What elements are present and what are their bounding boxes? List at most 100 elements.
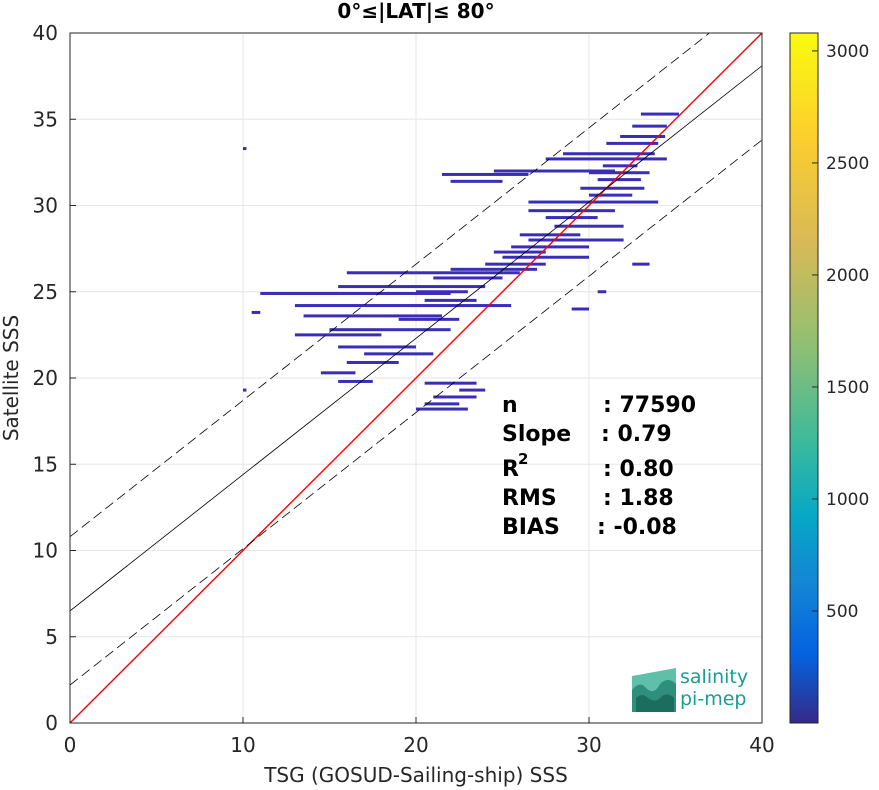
stat-rms-value: : 1.88 <box>603 486 674 511</box>
colorbar-tick-label: 500 <box>826 602 858 622</box>
colorbar-tick-label: 1000 <box>826 490 869 510</box>
density-segment <box>424 298 477 302</box>
y-tick-label: 35 <box>33 107 58 131</box>
density-segment <box>554 224 624 228</box>
y-tick-label: 40 <box>33 21 58 45</box>
density-segment <box>602 164 638 168</box>
density-segment <box>303 314 442 318</box>
x-tick-label: 10 <box>230 733 255 757</box>
density-segment <box>571 307 589 311</box>
density-segment <box>294 333 382 337</box>
x-tick-label: 20 <box>403 733 428 757</box>
line-fit- <box>70 139 762 686</box>
y-tick-label: 0 <box>45 711 58 735</box>
x-tick-label: 40 <box>749 733 774 757</box>
chart-title: 0°≤|LAT|≤ 80° <box>337 0 494 23</box>
stat-n-label: n <box>502 393 518 418</box>
density-segment <box>251 310 261 314</box>
stat-slope-label: Slope <box>502 422 571 447</box>
density-segment <box>450 267 538 271</box>
y-tick-label: 30 <box>33 194 58 218</box>
x-axis-label: TSG (GOSUD-Sailing-ship) SSS <box>263 763 568 787</box>
density-segment <box>493 250 546 254</box>
stats-annotation: n : 77590 Slope : 0.79 R 2 : 0.80 RMS : … <box>502 393 696 540</box>
stat-rms-label: RMS <box>502 486 557 511</box>
salinity-pimep-logo: salinity pi-mep <box>632 666 748 712</box>
x-tick-labels: 0 10 20 30 40 <box>64 717 775 757</box>
density-segment <box>320 371 356 375</box>
density-segment <box>545 157 667 161</box>
density-segment <box>519 233 581 237</box>
logo-wave-icon-3 <box>636 694 674 712</box>
logo-line2: pi-mep <box>680 688 746 710</box>
density-segment <box>243 388 247 392</box>
density-segment <box>433 395 477 399</box>
density-segment <box>511 245 589 249</box>
colorbar-tick-label: 2500 <box>826 154 869 174</box>
y-tick-label: 10 <box>33 539 58 563</box>
x-tick-label: 0 <box>64 733 77 757</box>
density-segment <box>580 186 645 190</box>
x-tick-label: 30 <box>576 733 601 757</box>
density-segment <box>416 290 468 294</box>
density-segment <box>502 255 589 259</box>
logo-line1: salinity <box>680 666 748 688</box>
density-segment <box>416 407 468 411</box>
colorbar-tick-label: 3000 <box>826 42 869 62</box>
density-segment <box>243 147 247 151</box>
density-segment <box>632 124 667 128</box>
density-segment <box>589 193 633 197</box>
density-segment <box>424 402 460 406</box>
density-segment <box>346 271 520 275</box>
density-segment <box>597 178 641 182</box>
colorbar-tick-label: 1500 <box>826 378 869 398</box>
density-segment <box>589 171 650 175</box>
density-segment <box>338 285 486 289</box>
line-fit <box>70 65 762 612</box>
density-segment <box>424 381 477 385</box>
density-segment <box>329 328 451 332</box>
density-segment <box>398 317 460 321</box>
y-tick-label: 20 <box>33 366 58 390</box>
stat-r2-value: : 0.80 <box>603 457 674 482</box>
density-segment <box>364 352 434 356</box>
density-segment <box>528 209 615 213</box>
density-segment <box>459 388 486 392</box>
stat-bias-label: BIAS <box>502 515 560 540</box>
stat-r2-label: R <box>502 457 519 482</box>
density-segment <box>338 345 416 349</box>
y-axis-label: Satellite SSS <box>0 315 23 441</box>
density-segment <box>528 238 624 242</box>
line-1:1 <box>70 33 762 723</box>
density-segment <box>338 379 373 383</box>
colorbar-tick-label: 2000 <box>826 266 869 286</box>
density-segment <box>606 141 659 145</box>
density-segment <box>294 304 512 308</box>
density-segment <box>441 172 529 176</box>
density-segment <box>632 262 650 266</box>
y-tick-label: 5 <box>45 625 58 649</box>
density-segment <box>597 290 607 294</box>
y-tick-labels: 0 5 10 15 20 25 30 35 40 <box>33 21 76 735</box>
density-segment <box>485 262 546 266</box>
y-tick-label: 25 <box>33 280 58 304</box>
line-fit+ <box>70 33 711 538</box>
density-segment <box>620 135 666 138</box>
density-segment <box>640 112 679 116</box>
colorbar-tick-labels: 500 1000 1500 2000 2500 3000 <box>812 42 869 622</box>
density-segment <box>493 169 615 173</box>
stat-bias-value: : -0.08 <box>597 515 677 540</box>
colorbar <box>789 32 819 724</box>
regression-lines <box>70 33 762 723</box>
density-segment <box>260 291 451 295</box>
density-segment <box>545 216 598 220</box>
density-segment <box>346 360 399 364</box>
y-tick-label: 15 <box>33 452 58 476</box>
density-segment <box>433 276 503 280</box>
stat-r2-sup: 2 <box>518 450 528 468</box>
stat-n-value: : 77590 <box>603 393 696 418</box>
density-segment <box>450 179 503 183</box>
stat-slope-value: : 0.79 <box>601 422 672 447</box>
density-segment <box>563 152 655 156</box>
